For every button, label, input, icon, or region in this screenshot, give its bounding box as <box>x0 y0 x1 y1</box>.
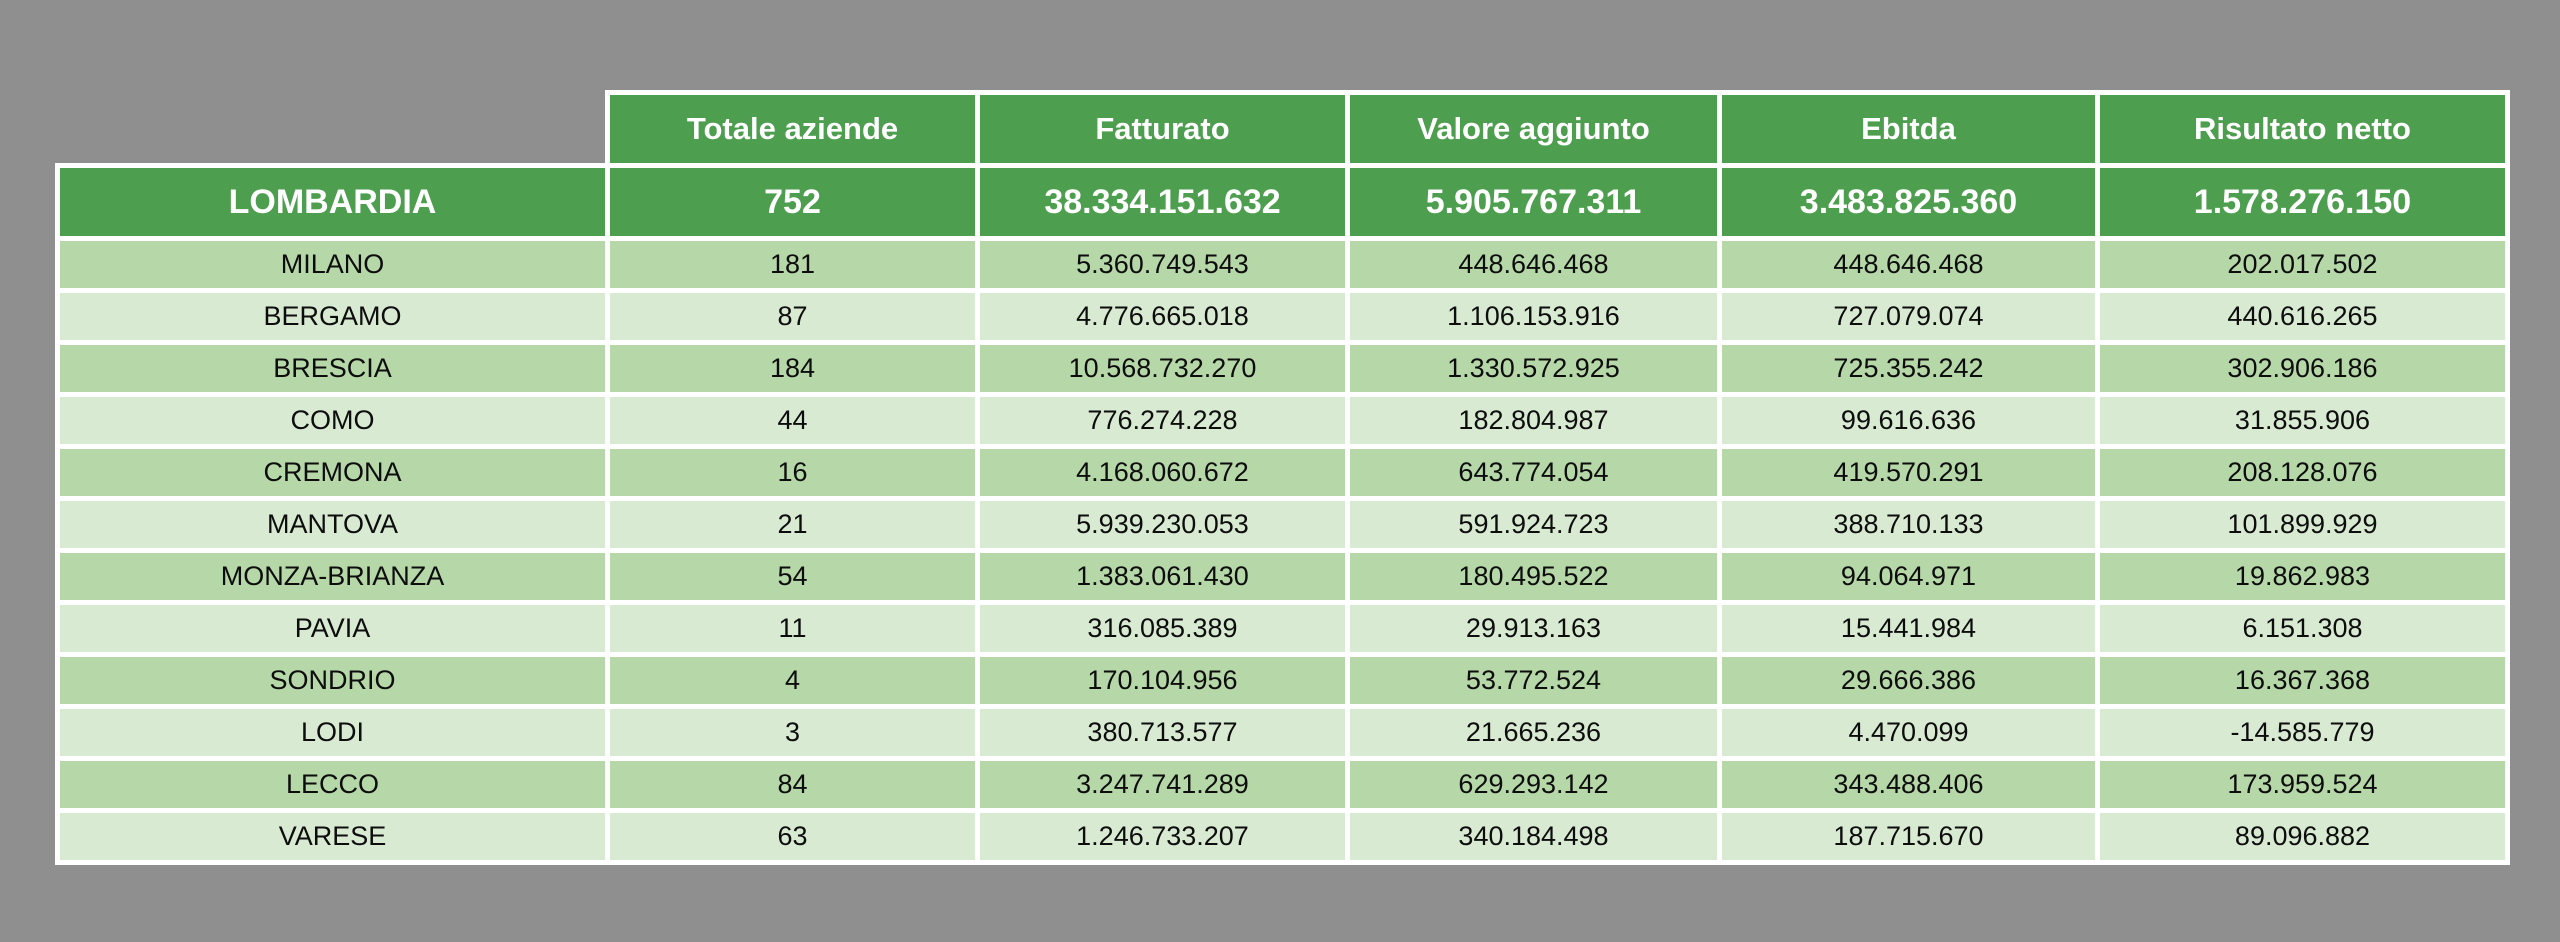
value-cell: 170.104.956 <box>975 652 1350 709</box>
province-label: MILANO <box>55 236 610 293</box>
value-cell: 316.085.389 <box>975 600 1350 657</box>
province-label: PAVIA <box>55 600 610 657</box>
value-cell: 101.899.929 <box>2095 496 2510 553</box>
total-cell: 3.483.825.360 <box>1717 163 2100 241</box>
value-cell: 725.355.242 <box>1717 340 2100 397</box>
column-header-valore-aggiunto: Valore aggiunto <box>1345 90 1722 168</box>
province-label: MONZA-BRIANZA <box>55 548 610 605</box>
total-row-lombardia: LOMBARDIA 752 38.334.151.632 5.905.767.3… <box>55 163 2510 241</box>
value-cell: 302.906.186 <box>2095 340 2510 397</box>
value-cell: 29.666.386 <box>1717 652 2100 709</box>
value-cell: 15.441.984 <box>1717 600 2100 657</box>
value-cell: 343.488.406 <box>1717 756 2100 813</box>
value-cell: 208.128.076 <box>2095 444 2510 501</box>
table-row-milano: MILANO 181 5.360.749.543 448.646.468 448… <box>55 236 2510 293</box>
value-cell: 629.293.142 <box>1345 756 1722 813</box>
province-label: VARESE <box>55 808 610 865</box>
value-cell: 173.959.524 <box>2095 756 2510 813</box>
value-cell: 21.665.236 <box>1345 704 1722 761</box>
value-cell: 187.715.670 <box>1717 808 2100 865</box>
value-cell: 21 <box>605 496 980 553</box>
province-label: LODI <box>55 704 610 761</box>
value-cell: 4.168.060.672 <box>975 444 1350 501</box>
value-cell: 94.064.971 <box>1717 548 2100 605</box>
value-cell: 16 <box>605 444 980 501</box>
province-label: BRESCIA <box>55 340 610 397</box>
total-cell: 752 <box>605 163 980 241</box>
value-cell: 4 <box>605 652 980 709</box>
value-cell: 776.274.228 <box>975 392 1350 449</box>
value-cell: 591.924.723 <box>1345 496 1722 553</box>
total-cell: 1.578.276.150 <box>2095 163 2510 241</box>
value-cell: 87 <box>605 288 980 345</box>
province-label: MANTOVA <box>55 496 610 553</box>
value-cell: 11 <box>605 600 980 657</box>
table-row-como: COMO 44 776.274.228 182.804.987 99.616.6… <box>55 392 2510 449</box>
value-cell: 4.776.665.018 <box>975 288 1350 345</box>
table-row-bergamo: BERGAMO 87 4.776.665.018 1.106.153.916 7… <box>55 288 2510 345</box>
value-cell: 44 <box>605 392 980 449</box>
value-cell: 63 <box>605 808 980 865</box>
value-cell: 99.616.636 <box>1717 392 2100 449</box>
total-cell: 5.905.767.311 <box>1345 163 1722 241</box>
value-cell: 4.470.099 <box>1717 704 2100 761</box>
value-cell: 388.710.133 <box>1717 496 2100 553</box>
header-row: Totale aziende Fatturato Valore aggiunto… <box>58 90 2510 168</box>
table-row-sondrio: SONDRIO 4 170.104.956 53.772.524 29.666.… <box>55 652 2510 709</box>
province-label: LECCO <box>55 756 610 813</box>
value-cell: 3.247.741.289 <box>975 756 1350 813</box>
lombardia-provinces-table: Totale aziende Fatturato Valore aggiunto… <box>55 90 2510 865</box>
region-label: LOMBARDIA <box>55 163 610 241</box>
value-cell: 180.495.522 <box>1345 548 1722 605</box>
empty-corner-cell <box>58 93 608 166</box>
value-cell: 727.079.074 <box>1717 288 2100 345</box>
value-cell: 54 <box>605 548 980 605</box>
value-cell: 1.106.153.916 <box>1345 288 1722 345</box>
value-cell: 181 <box>605 236 980 293</box>
value-cell: 10.568.732.270 <box>975 340 1350 397</box>
value-cell: 84 <box>605 756 980 813</box>
value-cell: 89.096.882 <box>2095 808 2510 865</box>
value-cell: 53.772.524 <box>1345 652 1722 709</box>
table-row-mantova: MANTOVA 21 5.939.230.053 591.924.723 388… <box>55 496 2510 553</box>
value-cell: 16.367.368 <box>2095 652 2510 709</box>
table-row-varese: VARESE 63 1.246.733.207 340.184.498 187.… <box>55 808 2510 865</box>
province-label: BERGAMO <box>55 288 610 345</box>
value-cell: -14.585.779 <box>2095 704 2510 761</box>
value-cell: 340.184.498 <box>1345 808 1722 865</box>
value-cell: 1.330.572.925 <box>1345 340 1722 397</box>
table-row-lecco: LECCO 84 3.247.741.289 629.293.142 343.4… <box>55 756 2510 813</box>
column-header-ebitda: Ebitda <box>1717 90 2100 168</box>
value-cell: 380.713.577 <box>975 704 1350 761</box>
value-cell: 182.804.987 <box>1345 392 1722 449</box>
value-cell: 5.360.749.543 <box>975 236 1350 293</box>
value-cell: 1.246.733.207 <box>975 808 1350 865</box>
column-header-risultato-netto: Risultato netto <box>2095 90 2510 168</box>
table-row-pavia: PAVIA 11 316.085.389 29.913.163 15.441.9… <box>55 600 2510 657</box>
value-cell: 29.913.163 <box>1345 600 1722 657</box>
value-cell: 419.570.291 <box>1717 444 2100 501</box>
table-row-cremona: CREMONA 16 4.168.060.672 643.774.054 419… <box>55 444 2510 501</box>
table-row-brescia: BRESCIA 184 10.568.732.270 1.330.572.925… <box>55 340 2510 397</box>
column-header-totale-aziende: Totale aziende <box>605 90 980 168</box>
total-cell: 38.334.151.632 <box>975 163 1350 241</box>
value-cell: 448.646.468 <box>1345 236 1722 293</box>
value-cell: 1.383.061.430 <box>975 548 1350 605</box>
table-row-monza-brianza: MONZA-BRIANZA 54 1.383.061.430 180.495.5… <box>55 548 2510 605</box>
table-row-lodi: LODI 3 380.713.577 21.665.236 4.470.099 … <box>55 704 2510 761</box>
value-cell: 6.151.308 <box>2095 600 2510 657</box>
value-cell: 5.939.230.053 <box>975 496 1350 553</box>
value-cell: 448.646.468 <box>1717 236 2100 293</box>
province-label: CREMONA <box>55 444 610 501</box>
value-cell: 184 <box>605 340 980 397</box>
value-cell: 202.017.502 <box>2095 236 2510 293</box>
value-cell: 643.774.054 <box>1345 444 1722 501</box>
province-label: SONDRIO <box>55 652 610 709</box>
value-cell: 31.855.906 <box>2095 392 2510 449</box>
value-cell: 3 <box>605 704 980 761</box>
value-cell: 440.616.265 <box>2095 288 2510 345</box>
province-label: COMO <box>55 392 610 449</box>
column-header-fatturato: Fatturato <box>975 90 1350 168</box>
value-cell: 19.862.983 <box>2095 548 2510 605</box>
